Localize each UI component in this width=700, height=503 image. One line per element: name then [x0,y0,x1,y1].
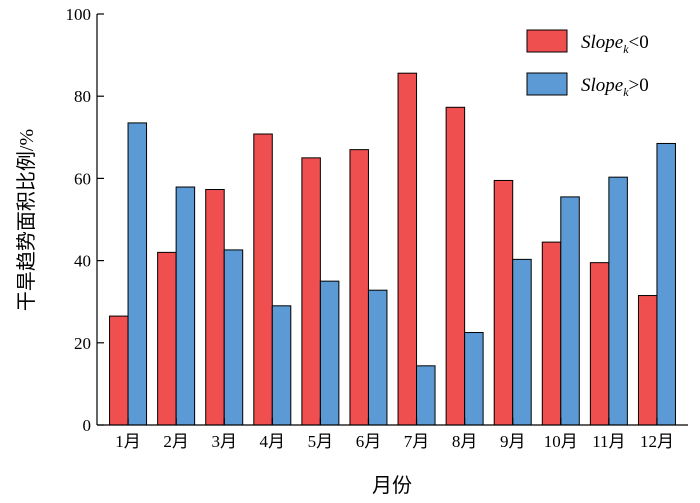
x-axis-title: 月份 [372,474,412,497]
bar-slope-negative [349,149,369,426]
bar-slope-negative [253,133,273,426]
x-tick-label: 12月 [640,432,674,451]
legend-label-main: Slope [581,75,623,96]
x-tick-label: 3月 [211,432,237,451]
bar-slope-negative [637,295,658,426]
bar-slope-negative [301,157,321,426]
y-tick-label: 20 [74,334,91,353]
bar-slope-positive [367,289,388,426]
legend-label-subscript: k [623,85,629,99]
legend-label: Slopek<0 [581,32,649,56]
bar-slope-positive [175,186,196,426]
bar-slope-negative [541,241,562,426]
bar-slope-positive [127,122,148,426]
y-tick-label: 0 [83,416,92,435]
legend-swatch [526,72,568,96]
bar-slope-negative [157,251,177,426]
bar-slope-positive [656,142,676,426]
bar-slope-positive [223,249,244,426]
y-axis-ticks: 0 20 40 60 80 100 [66,5,104,435]
bar-slope-positive [319,280,340,426]
x-tick-label: 9月 [500,432,526,451]
x-tick-label: 11月 [592,432,625,451]
legend-label-main: Slope [581,32,623,53]
y-tick-label: 60 [74,169,91,188]
bar-slope-negative [109,315,129,426]
y-axis-title: 干旱趋势面积比例/% [15,129,38,311]
bar-slope-positive [416,365,436,426]
legend-label-relation: <0 [629,32,649,53]
x-tick-label: 8月 [452,432,478,451]
x-tick-label: 4月 [260,432,286,451]
x-tick-label: 10月 [544,432,578,451]
bar-slope-positive [271,305,292,426]
legend-label: Slopek>0 [581,75,649,99]
bar-slope-negative [445,106,466,426]
bar-slope-negative [589,262,610,426]
y-tick-label: 40 [74,252,91,271]
bar-slope-positive [512,258,532,426]
x-axis-ticks: 1月 2月 3月 4月 5月 6月 7月 8月 9月 10月 11月 12月 [115,418,674,451]
bar-slope-negative [493,179,514,426]
x-tick-label: 2月 [163,432,189,451]
bar-slope-negative [205,188,225,426]
bar-slope-negative [397,72,418,426]
y-tick-label: 80 [74,87,91,106]
x-tick-label: 6月 [356,432,382,451]
x-tick-label: 5月 [308,432,334,451]
bar-slope-positive [464,332,484,426]
bar-slope-positive [560,196,580,426]
bar-slope-positive [608,176,628,426]
legend-swatch [526,29,568,53]
x-tick-label: 1月 [115,432,141,451]
plot-area [109,72,676,426]
legend-label-subscript: k [623,42,629,56]
x-tick-label: 7月 [404,432,430,451]
y-tick-label: 100 [66,5,92,24]
legend-label-relation: >0 [629,75,649,96]
